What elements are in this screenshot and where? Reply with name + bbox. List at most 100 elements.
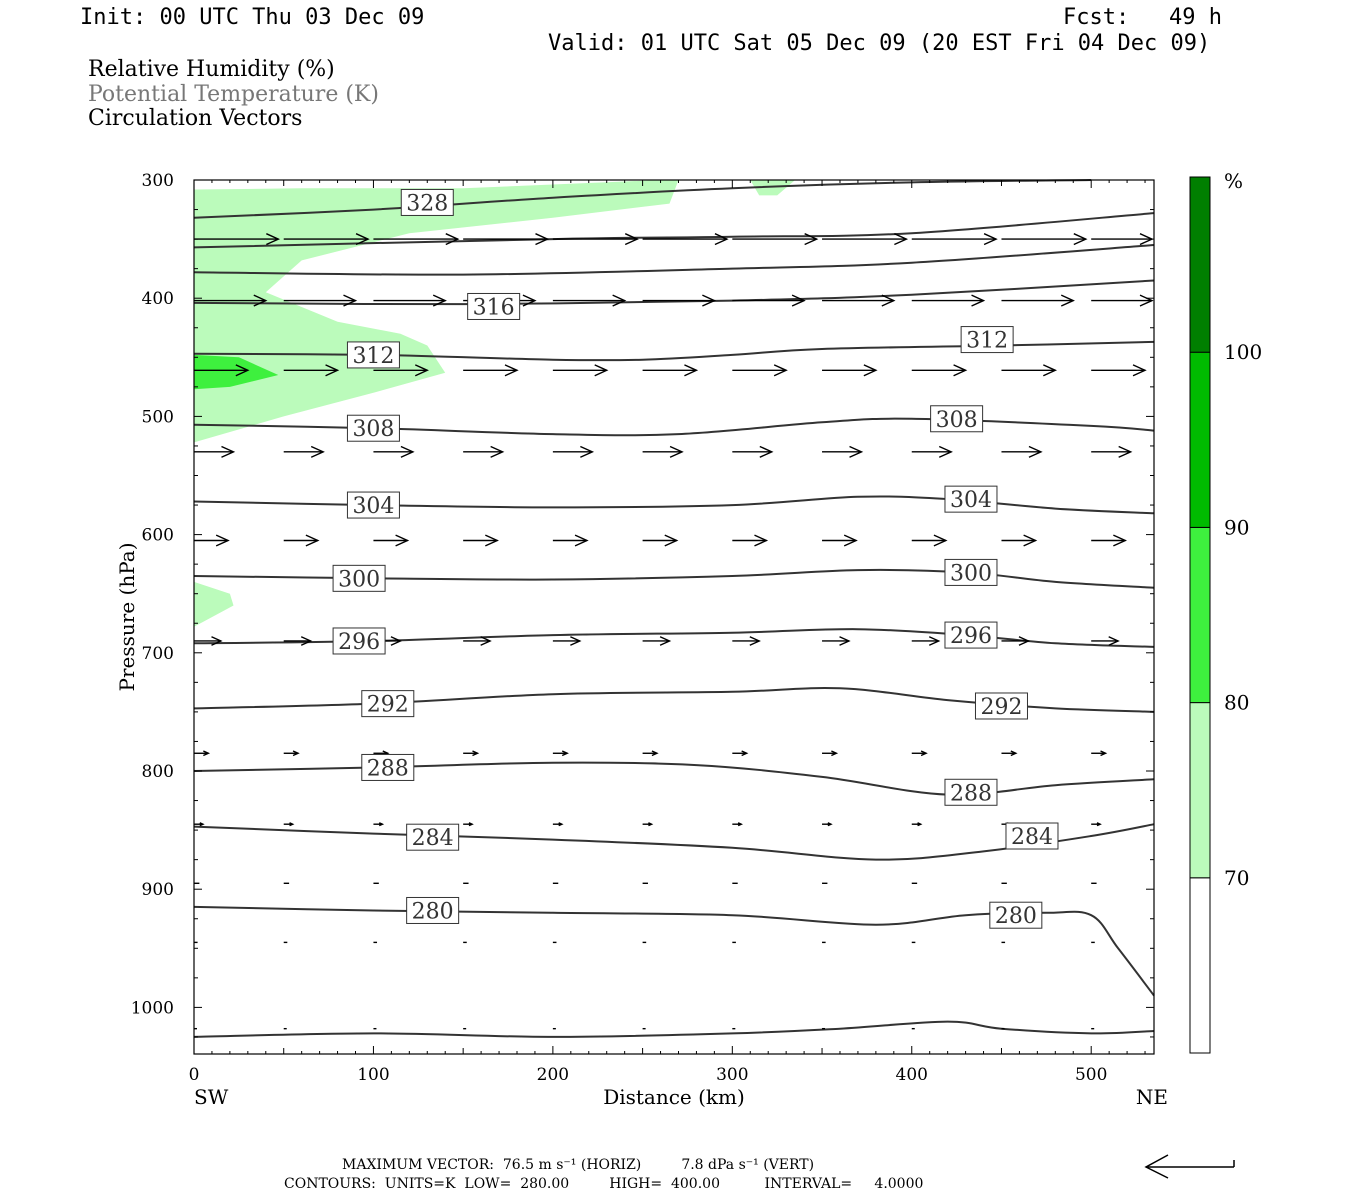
- field-title-vectors: Circulation Vectors: [88, 106, 303, 131]
- vector-head: [395, 534, 410, 547]
- contour-label-box: [332, 627, 386, 655]
- y-tick-label: 900: [142, 880, 174, 900]
- vector-head: [1100, 750, 1108, 757]
- vector-head: [1010, 750, 1018, 757]
- colorbar-segment: [1189, 877, 1211, 1054]
- vector-head: [953, 364, 968, 377]
- vector-arrow: [373, 445, 415, 458]
- contour-info: CONTOURS: UNITS=K LOW= 280.00 HIGH= 400.…: [284, 1176, 924, 1192]
- vector-head: [266, 233, 281, 246]
- vector-head: [1132, 364, 1147, 377]
- rh-shading: [194, 180, 796, 627]
- vector-head: [522, 294, 537, 307]
- x-end-label-right: NE: [1136, 1085, 1168, 1109]
- vector-head: [651, 750, 659, 757]
- vector-head: [827, 822, 833, 827]
- vector-head: [355, 233, 370, 246]
- contour-label-284: 284: [406, 823, 460, 851]
- theta-contour-280: [193, 905, 1155, 997]
- vector-head: [773, 364, 788, 377]
- contour-label-280: 280: [989, 901, 1043, 929]
- vector-arrow: [463, 534, 499, 547]
- contour-label-280: 280: [406, 896, 460, 924]
- vector-arrow: [822, 822, 833, 827]
- vector-head: [414, 364, 429, 377]
- colorbar: 70 80 90 100: [1189, 176, 1262, 1054]
- vector-arrow: [911, 822, 923, 827]
- contour-label-312: 312: [960, 326, 1014, 354]
- contour-label-text: 296: [338, 630, 380, 655]
- y-tick-label: 300: [142, 171, 174, 191]
- contour-label-box: [332, 564, 386, 592]
- vector-head: [684, 364, 699, 377]
- contour-label-box: [944, 778, 998, 806]
- vector-head: [843, 534, 858, 547]
- vector-arrow: [642, 364, 699, 377]
- vector-arrow: [911, 636, 941, 646]
- vector-arrow: [373, 294, 447, 307]
- contour-label-308: 308: [346, 414, 400, 442]
- vector-head: [305, 534, 320, 547]
- contour-label-300: 300: [944, 558, 998, 586]
- vector-arrow: [552, 294, 627, 307]
- contour-label-box: [944, 485, 998, 513]
- vector-head: [669, 445, 684, 458]
- vector-arrow: [283, 822, 295, 827]
- theta-contour-320: [193, 244, 1155, 276]
- x-tick-label: 100: [357, 1065, 389, 1085]
- x-tick-label: 400: [896, 1065, 928, 1085]
- contour-label-text: 284: [1011, 825, 1053, 850]
- vector-arrow: [642, 294, 717, 307]
- vector-arrow: [732, 636, 761, 646]
- contour-label-box: [989, 901, 1043, 929]
- y-tick-label: 700: [142, 644, 174, 664]
- vector-arrow: [642, 636, 672, 646]
- vector-arrow: [1091, 233, 1154, 246]
- vector-arrow: [822, 364, 878, 377]
- colorbar-level-label: 90: [1224, 515, 1249, 539]
- vector-head: [831, 750, 839, 757]
- vector-head: [199, 822, 205, 827]
- theta-contour-328: [193, 179, 1092, 219]
- vector-arrow: [463, 445, 505, 458]
- contour-label-text: 304: [950, 488, 992, 513]
- vector-head: [289, 822, 295, 827]
- contour-label-box: [1005, 822, 1059, 850]
- vector-arrow: [283, 294, 358, 307]
- vector-head: [1113, 534, 1127, 547]
- contour-label-box: [346, 414, 400, 442]
- contour-label-304: 304: [944, 485, 998, 513]
- vector-head: [221, 445, 236, 458]
- vector-head: [863, 364, 878, 377]
- field-title-theta: Potential Temperature (K): [88, 82, 379, 107]
- contour-label-308: 308: [930, 405, 984, 433]
- vector-head: [594, 364, 609, 377]
- vector-arrow: [822, 750, 839, 757]
- circulation-vectors: [194, 233, 1154, 1030]
- vector-head: [300, 636, 313, 646]
- vector-head: [253, 294, 268, 307]
- vector-arrow: [552, 750, 569, 757]
- vector-head: [570, 636, 582, 646]
- vector-arrow: [552, 445, 595, 458]
- vector-arrow: [732, 364, 788, 377]
- vector-head: [580, 445, 595, 458]
- colorbar-level-label: 100: [1224, 340, 1262, 364]
- vector-arrow: [194, 364, 250, 377]
- vector-head: [714, 233, 729, 246]
- contour-label-296: 296: [332, 627, 386, 655]
- contour-label-text: 300: [950, 561, 992, 586]
- vector-head: [490, 445, 505, 458]
- x-tick-label: 300: [716, 1065, 748, 1085]
- vector-arrow: [373, 233, 460, 246]
- rh-region-70: [194, 581, 234, 627]
- contour-label-box: [960, 326, 1014, 354]
- vector-arrow: [911, 445, 953, 458]
- colorbar-segment: [1189, 526, 1211, 704]
- contour-label-box: [467, 292, 521, 320]
- vector-arrow: [1001, 364, 1058, 377]
- vector-arrow: [1091, 636, 1120, 646]
- rh-region-70: [750, 180, 796, 196]
- vector-arrow: [1001, 750, 1018, 757]
- vector-head: [804, 233, 819, 246]
